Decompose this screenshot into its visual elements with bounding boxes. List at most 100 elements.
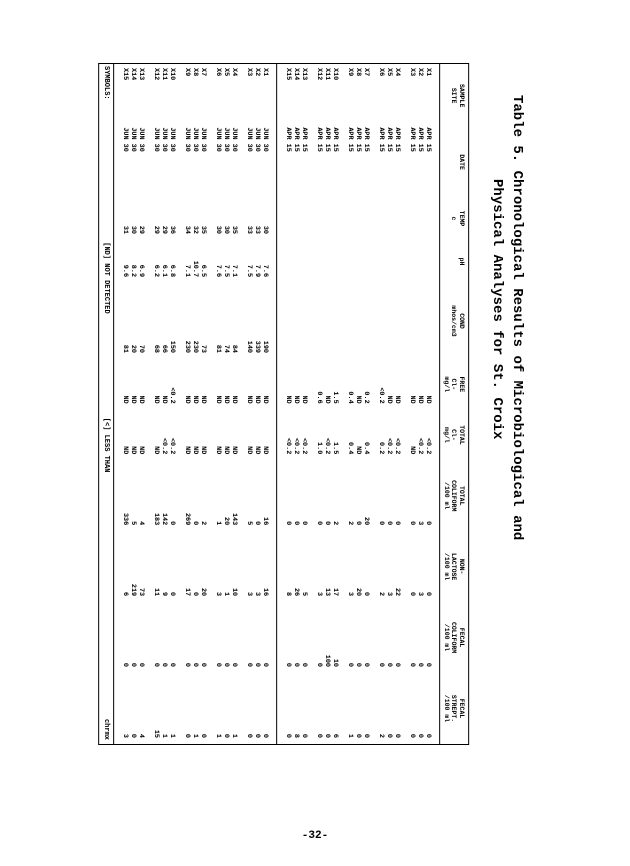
table-row: X8APR 15NDND02000 xyxy=(354,64,362,744)
table-cell: 20 xyxy=(362,460,377,531)
table-row: X13JUN 30296.970NDND47304 xyxy=(137,64,152,744)
table-cell xyxy=(425,197,441,240)
col-header: TOTALCl-mg/l xyxy=(440,410,468,461)
table-cell: JUN 30 xyxy=(199,127,214,197)
table-cell: ND xyxy=(222,410,230,461)
table-cell: 0 xyxy=(168,460,183,531)
table-cell: 5 xyxy=(300,531,315,602)
table-cell xyxy=(300,197,315,240)
table-cell xyxy=(409,240,417,283)
col-header: SAMPLESITE xyxy=(440,64,468,127)
table-cell: 13 xyxy=(323,531,331,602)
table-row: X15APR 15ND<0.20800 xyxy=(277,64,293,744)
table-cell: 84 xyxy=(230,283,245,359)
table-cell: 0 xyxy=(191,460,199,531)
table-cell: ND xyxy=(261,359,277,410)
table-cell: <0.2 xyxy=(277,410,293,461)
table-cell: 0 xyxy=(222,602,230,673)
table-cell: X13 xyxy=(137,64,152,127)
table-cell: ND xyxy=(129,359,137,410)
table-cell xyxy=(277,197,293,240)
table-cell: ND xyxy=(137,359,152,410)
table-cell: ND xyxy=(425,359,441,410)
table-cell: 7.5 xyxy=(245,240,253,283)
table-cell: 0 xyxy=(292,460,300,531)
table-cell: 20 xyxy=(199,531,214,602)
table-cell: 30 xyxy=(261,197,277,240)
table-cell: 339 xyxy=(253,283,261,359)
table-cell: X5 xyxy=(385,64,393,127)
table-cell: APR 15 xyxy=(362,127,377,197)
table-cell: ND xyxy=(409,410,417,461)
table-cell: 29 xyxy=(152,197,160,240)
table-cell xyxy=(346,240,354,283)
table-cell: 190 xyxy=(261,283,277,359)
table-row: X14APR 15ND<0.202608 xyxy=(292,64,300,744)
table-cell: 0 xyxy=(152,602,160,673)
table-row: X1APR 15ND<0.20000 xyxy=(425,64,441,744)
table-footer: SYMBOLS: [ND] NOT DETECTED [<] LESS THAN… xyxy=(99,64,114,744)
table-cell: ND xyxy=(191,410,199,461)
table-row: X10JUN 30366.8150<0.2<0.20001 xyxy=(168,64,183,744)
table-cell: X1 xyxy=(261,64,277,127)
table-cell xyxy=(323,197,331,240)
symbol-chrmx: chrmx xyxy=(99,673,114,744)
table-cell: 0.2 xyxy=(362,359,377,410)
table-cell: APR 15 xyxy=(417,127,425,197)
table-cell xyxy=(354,197,362,240)
table-cell: 3 xyxy=(114,673,130,744)
table-cell: ND xyxy=(409,359,417,410)
table-cell: 7.1 xyxy=(183,240,191,283)
table-cell: JUN 30 xyxy=(137,127,152,197)
table-cell: 0 xyxy=(425,602,441,673)
table-cell: 336 xyxy=(114,460,130,531)
table-cell: 2 xyxy=(331,460,346,531)
table-cell: 15 xyxy=(152,673,160,744)
table-cell: APR 15 xyxy=(277,127,293,197)
table-cell: APR 15 xyxy=(394,127,409,197)
table-cell: 0 xyxy=(362,673,377,744)
table-cell: X3 xyxy=(245,64,253,127)
table-cell: 6.1 xyxy=(160,240,168,283)
table-cell: 0 xyxy=(409,531,417,602)
table-cell: X4 xyxy=(230,64,245,127)
table-cell: ND xyxy=(230,410,245,461)
table-cell: 1 xyxy=(230,673,245,744)
table-cell: 0 xyxy=(277,602,293,673)
table-cell: X10 xyxy=(168,64,183,127)
table-cell: 73 xyxy=(199,283,214,359)
table-cell: ND xyxy=(300,359,315,410)
table-cell: APR 15 xyxy=(331,127,346,197)
table-cell: 0 xyxy=(362,602,377,673)
table-cell: X14 xyxy=(129,64,137,127)
table-cell: 9 xyxy=(160,531,168,602)
table-cell: 1 xyxy=(214,460,222,531)
table-cell: ND xyxy=(253,410,261,461)
table-cell: 2 xyxy=(346,460,354,531)
table-row: X10APR 151.51.5217106 xyxy=(331,64,346,744)
table-cell: 1 xyxy=(214,673,222,744)
table-cell: ND xyxy=(222,359,230,410)
table-cell: X9 xyxy=(183,64,191,127)
col-header: FECALCOLIFORM/100 ml xyxy=(440,602,468,673)
table-cell: 33 xyxy=(245,197,253,240)
table-cell: 0 xyxy=(409,460,417,531)
table-cell xyxy=(385,240,393,283)
table-cell: 0.2 xyxy=(377,410,385,461)
table-cell: X15 xyxy=(114,64,130,127)
table-cell: 0.4 xyxy=(362,410,377,461)
table-cell xyxy=(292,197,300,240)
table-cell: APR 15 xyxy=(354,127,362,197)
table-cell: JUN 30 xyxy=(214,127,222,197)
symbol-lt: [<] LESS THAN xyxy=(99,359,114,531)
table-row: X11APR 15ND<0.20131000 xyxy=(323,64,331,744)
table-cell: APR 15 xyxy=(315,127,323,197)
table-cell: 269 xyxy=(183,460,191,531)
table-cell: JUN 30 xyxy=(114,127,130,197)
table-cell: X13 xyxy=(300,64,315,127)
table-cell: 8.2 xyxy=(129,240,137,283)
table-cell: 0 xyxy=(315,460,323,531)
table-cell: 10 xyxy=(331,602,346,673)
table-cell: X15 xyxy=(277,64,293,127)
table-cell: 0 xyxy=(191,531,199,602)
